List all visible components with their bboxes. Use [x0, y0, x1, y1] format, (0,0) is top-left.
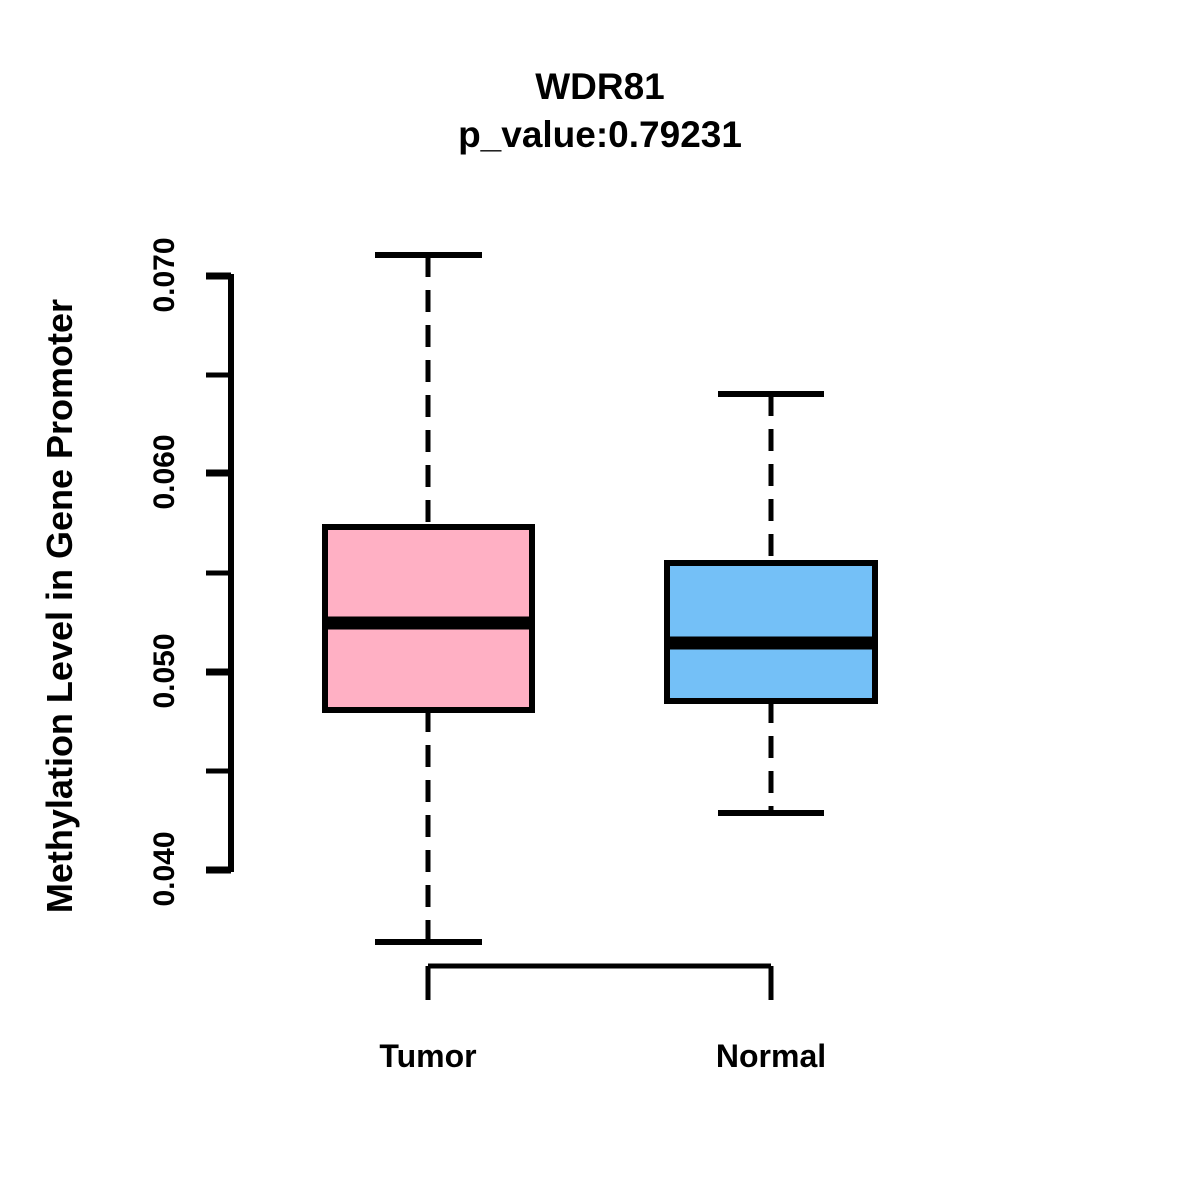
y-tick-label-0: 0.070: [148, 237, 181, 313]
box-tumor: [322, 252, 535, 945]
x-tick-label-normal: Normal: [715, 1038, 827, 1074]
y-tick-label-2: 0.050: [148, 633, 181, 709]
y-tick-label-1: 0.060: [148, 434, 181, 510]
box-rect-normal: [664, 560, 878, 704]
box-normal: [664, 391, 878, 816]
y-tick-label-3: 0.040: [148, 831, 181, 907]
x-tick-label-tumor: Tumor: [379, 1038, 477, 1074]
